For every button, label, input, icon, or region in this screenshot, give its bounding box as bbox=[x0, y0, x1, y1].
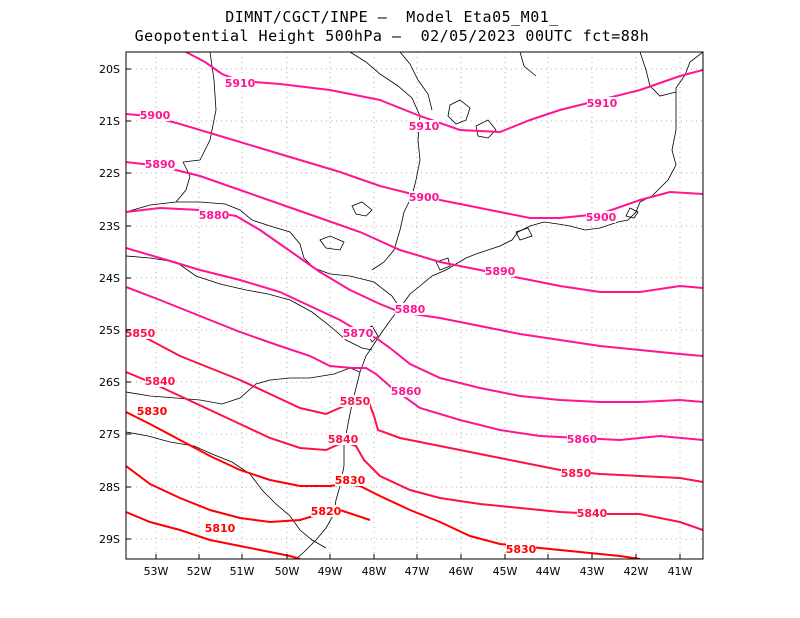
lon-label: 43W bbox=[580, 565, 605, 578]
contour-label-bg bbox=[125, 327, 155, 339]
lat-label: 22S bbox=[99, 167, 120, 180]
lat-label: 20S bbox=[99, 63, 120, 76]
contour-5870 bbox=[126, 247, 703, 403]
contour-label-5870: 5870 bbox=[343, 327, 374, 340]
contour-label-5840: 5840 bbox=[145, 375, 176, 388]
lat-label: 28S bbox=[99, 481, 120, 494]
contour-label-5900: 5900 bbox=[409, 191, 440, 204]
lon-label: 42W bbox=[624, 565, 649, 578]
contour-label-bg bbox=[409, 191, 439, 203]
lon-label: 52W bbox=[187, 565, 212, 578]
contour-label-5910: 5910 bbox=[225, 77, 256, 90]
contour-label-bg bbox=[395, 303, 425, 315]
lon-label: 47W bbox=[405, 565, 430, 578]
map-frame bbox=[125, 51, 704, 560]
contour-label-5880: 5880 bbox=[199, 209, 230, 222]
contour-label-5810: 5810 bbox=[205, 522, 236, 535]
contour-label-5880: 5880 bbox=[395, 303, 426, 316]
contour-5820 bbox=[126, 465, 371, 524]
contour-label-5860: 5860 bbox=[567, 433, 598, 446]
contour-5850 bbox=[126, 329, 703, 483]
lon-label: 53W bbox=[144, 565, 169, 578]
contour-label-bg bbox=[506, 543, 536, 555]
contour-label-bg bbox=[577, 507, 607, 519]
contour-label-5910: 5910 bbox=[409, 120, 440, 133]
contour-label-bg bbox=[391, 385, 421, 397]
lat-label: 21S bbox=[99, 115, 120, 128]
lon-label: 48W bbox=[362, 565, 387, 578]
contour-label-5890: 5890 bbox=[485, 265, 516, 278]
contour-label-bg bbox=[335, 474, 365, 486]
contour-label-bg bbox=[137, 405, 167, 417]
contour-label-bg bbox=[199, 209, 229, 221]
contour-label-bg bbox=[140, 109, 170, 121]
lat-label: 24S bbox=[99, 272, 120, 285]
contour-label-5900: 5900 bbox=[140, 109, 171, 122]
contour-label-bg bbox=[225, 77, 255, 89]
map-title-line1: DIMNT/CGCT/INPE – Model Eta05_M01_ bbox=[225, 8, 559, 26]
contour-label-5830: 5830 bbox=[335, 474, 366, 487]
contour-label-bg bbox=[145, 375, 175, 387]
lon-label: 51W bbox=[230, 565, 255, 578]
contour-label-bg bbox=[561, 467, 591, 479]
contour-label-5850: 5850 bbox=[340, 395, 371, 408]
contour-label-5820: 5820 bbox=[311, 505, 342, 518]
contour-label-bg bbox=[343, 327, 373, 339]
contour-label-bg bbox=[567, 433, 597, 445]
contour-label-bg bbox=[311, 505, 341, 517]
contour-5910 bbox=[185, 52, 703, 134]
contour-label-5840: 5840 bbox=[328, 433, 359, 446]
contour-label-5900: 5900 bbox=[586, 211, 617, 224]
lat-label: 23S bbox=[99, 220, 120, 233]
lon-label: 49W bbox=[318, 565, 343, 578]
lon-label: 45W bbox=[493, 565, 518, 578]
contour-label-5830: 5830 bbox=[137, 405, 168, 418]
contour-label-bg bbox=[485, 265, 515, 277]
lat-label: 27S bbox=[99, 428, 120, 441]
lon-label: 44W bbox=[536, 565, 561, 578]
contour-label-bg bbox=[587, 97, 617, 109]
contour-label-bg bbox=[409, 120, 439, 132]
lat-label: 29S bbox=[99, 533, 120, 546]
contour-5880 bbox=[126, 206, 703, 357]
lat-label: 26S bbox=[99, 376, 120, 389]
contour-label-bg bbox=[586, 211, 616, 223]
contour-label-5850: 5850 bbox=[561, 467, 592, 480]
contour-label-5850: 5850 bbox=[125, 327, 156, 340]
lat-label: 25S bbox=[99, 324, 120, 337]
lon-label: 41W bbox=[668, 565, 693, 578]
contour-5890 bbox=[126, 161, 703, 293]
map-title-line2: Geopotential Height 500hPa – 02/05/2023 … bbox=[134, 27, 650, 45]
contour-label-bg bbox=[205, 522, 235, 534]
contour-label-5910: 5910 bbox=[587, 97, 618, 110]
contour-labels: 5910 5910 5910 5900 5900 5900 5890 5890 5880 5880… bbox=[125, 77, 618, 556]
lon-label: 50W bbox=[275, 565, 300, 578]
contour-5810 bbox=[126, 511, 301, 559]
axis-ticks: 20S 21S 22S 23S 24S 25S 26S 27S 28S 29S 53W 52W 51W 5… bbox=[99, 63, 693, 578]
contour-label-5830: 5830 bbox=[506, 543, 537, 556]
lon-label: 46W bbox=[449, 565, 474, 578]
contour-label-5840: 5840 bbox=[577, 507, 608, 520]
contour-label-5860: 5860 bbox=[391, 385, 422, 398]
contour-label-5890: 5890 bbox=[145, 158, 176, 171]
contour-label-bg bbox=[328, 433, 358, 445]
contour-label-bg bbox=[145, 158, 175, 170]
contour-label-bg bbox=[340, 395, 370, 407]
